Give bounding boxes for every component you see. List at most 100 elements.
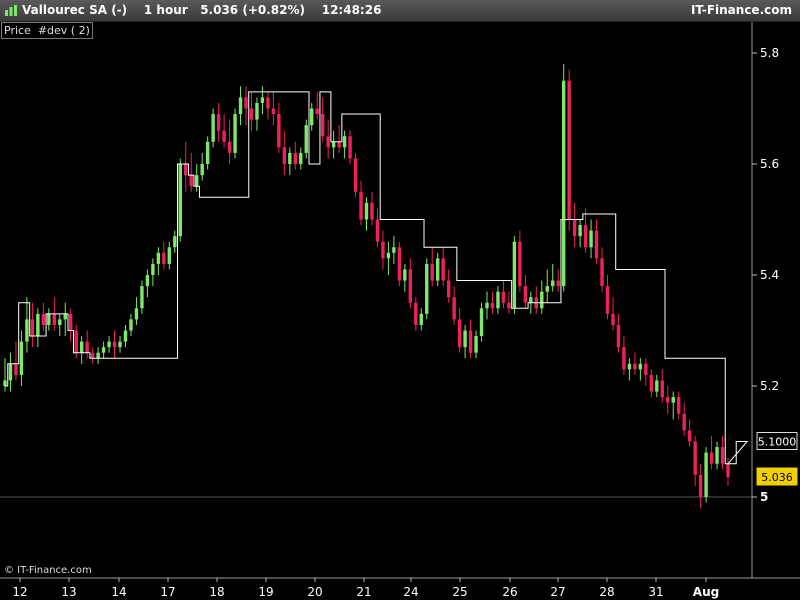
candle-32 — [178, 158, 182, 242]
candle-body-77 — [425, 263, 429, 314]
candle-body-105 — [578, 225, 582, 237]
candle-59 — [326, 119, 330, 159]
deviation-line — [5, 91, 749, 465]
candle-20 — [112, 330, 117, 359]
x-tick-label-7: 21 — [356, 585, 371, 599]
candle-14 — [79, 336, 84, 364]
x-tick-label-3: 17 — [160, 585, 175, 599]
candle-body-82 — [452, 297, 456, 320]
candle-body-132 — [726, 463, 730, 478]
candle-body-23 — [129, 319, 133, 331]
candle-body-131 — [720, 447, 725, 464]
candle-body-121 — [666, 397, 670, 403]
candle-25 — [140, 280, 144, 314]
candle-22 — [123, 324, 128, 348]
candle-64 — [353, 152, 358, 198]
candle-117 — [644, 358, 648, 386]
candle-3 — [19, 330, 24, 386]
price-change: (+0.82%) — [242, 3, 306, 17]
candle-24 — [134, 297, 139, 325]
candle-body-58 — [320, 114, 325, 137]
candle-110 — [605, 275, 610, 320]
candle-125 — [687, 419, 692, 448]
clock-time: 12:48:26 — [321, 3, 382, 17]
candle-body-90 — [496, 291, 500, 309]
x-tick-label-12: 28 — [599, 585, 614, 599]
candle-body-32 — [178, 164, 182, 237]
candle-body-104 — [572, 219, 577, 237]
time-axis: 12 13 14 17 18 19 20 21 24 25 26 27 28 31 Aug — [12, 578, 719, 599]
candle-27 — [151, 258, 155, 287]
candle-46 — [255, 97, 259, 131]
candle-129 — [709, 435, 714, 470]
price-tags: 5.1000 5.036 — [756, 432, 798, 486]
y-tick-label-0: 5.8 — [760, 46, 779, 60]
candle-body-108 — [594, 230, 599, 259]
candle-body-18 — [101, 347, 106, 353]
candle-7 — [41, 302, 46, 331]
candle-body-95 — [523, 286, 528, 303]
candle-body-75 — [414, 302, 418, 325]
candle-131 — [720, 435, 725, 470]
indicator-label[interactable]: Price #dev ( 2) — [1, 22, 93, 39]
candle-40 — [222, 114, 226, 148]
candle-body-53 — [293, 152, 297, 164]
candle-45 — [249, 91, 254, 131]
chart-icon — [5, 5, 17, 16]
x-tick-label-11: 27 — [550, 585, 565, 599]
price-tag-box-1 — [756, 467, 798, 486]
candle-body-99 — [545, 286, 549, 292]
y-tick-label-4: 5 — [760, 490, 768, 504]
candle-17 — [96, 347, 100, 364]
candle-body-83 — [457, 319, 462, 348]
candle-body-117 — [644, 363, 648, 375]
candle-body-63 — [348, 136, 352, 159]
candle-body-56 — [310, 108, 314, 126]
candle-body-40 — [222, 130, 226, 142]
candle-30 — [167, 241, 172, 270]
candle-47 — [260, 86, 265, 115]
candle-body-116 — [638, 363, 643, 370]
candle-60 — [331, 130, 336, 159]
candle-body-129 — [709, 452, 714, 464]
candle-105 — [578, 219, 582, 248]
candle-body-111 — [611, 313, 615, 325]
candle-body-13 — [74, 330, 78, 353]
candle-101 — [556, 269, 560, 292]
candle-34 — [189, 152, 193, 192]
candle-body-22 — [123, 330, 128, 342]
candle-body-46 — [255, 102, 259, 120]
candle-body-100 — [551, 280, 555, 287]
candle-body-41 — [227, 141, 232, 153]
candle-58 — [320, 97, 325, 142]
candle-74 — [408, 258, 413, 309]
candle-92 — [507, 291, 511, 314]
candle-48 — [266, 91, 270, 120]
candle-53 — [293, 141, 297, 170]
candle-body-45 — [249, 108, 254, 120]
candle-body-15 — [85, 341, 89, 353]
candle-body-7 — [41, 313, 46, 325]
candle-body-49 — [271, 108, 276, 115]
x-tick-label-14: Aug — [693, 585, 719, 599]
x-tick-label-8: 24 — [403, 585, 418, 599]
candle-88 — [485, 291, 489, 320]
y-tick-label-3: 5.2 — [760, 379, 779, 393]
candle-50 — [277, 102, 281, 153]
candle-body-94 — [518, 241, 522, 287]
candle-52 — [288, 147, 292, 176]
candle-77 — [425, 258, 429, 320]
x-tick-label-1: 13 — [61, 585, 76, 599]
candle-8 — [47, 308, 51, 331]
candle-109 — [600, 247, 604, 292]
candle-body-123 — [677, 397, 681, 414]
candle-body-42 — [233, 114, 237, 153]
candle-body-79 — [436, 258, 440, 281]
candle-82 — [452, 286, 456, 325]
candle-86 — [474, 330, 478, 359]
candle-body-50 — [277, 114, 281, 148]
candle-body-89 — [490, 302, 495, 309]
candle-84 — [463, 324, 467, 359]
brand-name[interactable]: IT-Finance.com — [690, 3, 792, 17]
